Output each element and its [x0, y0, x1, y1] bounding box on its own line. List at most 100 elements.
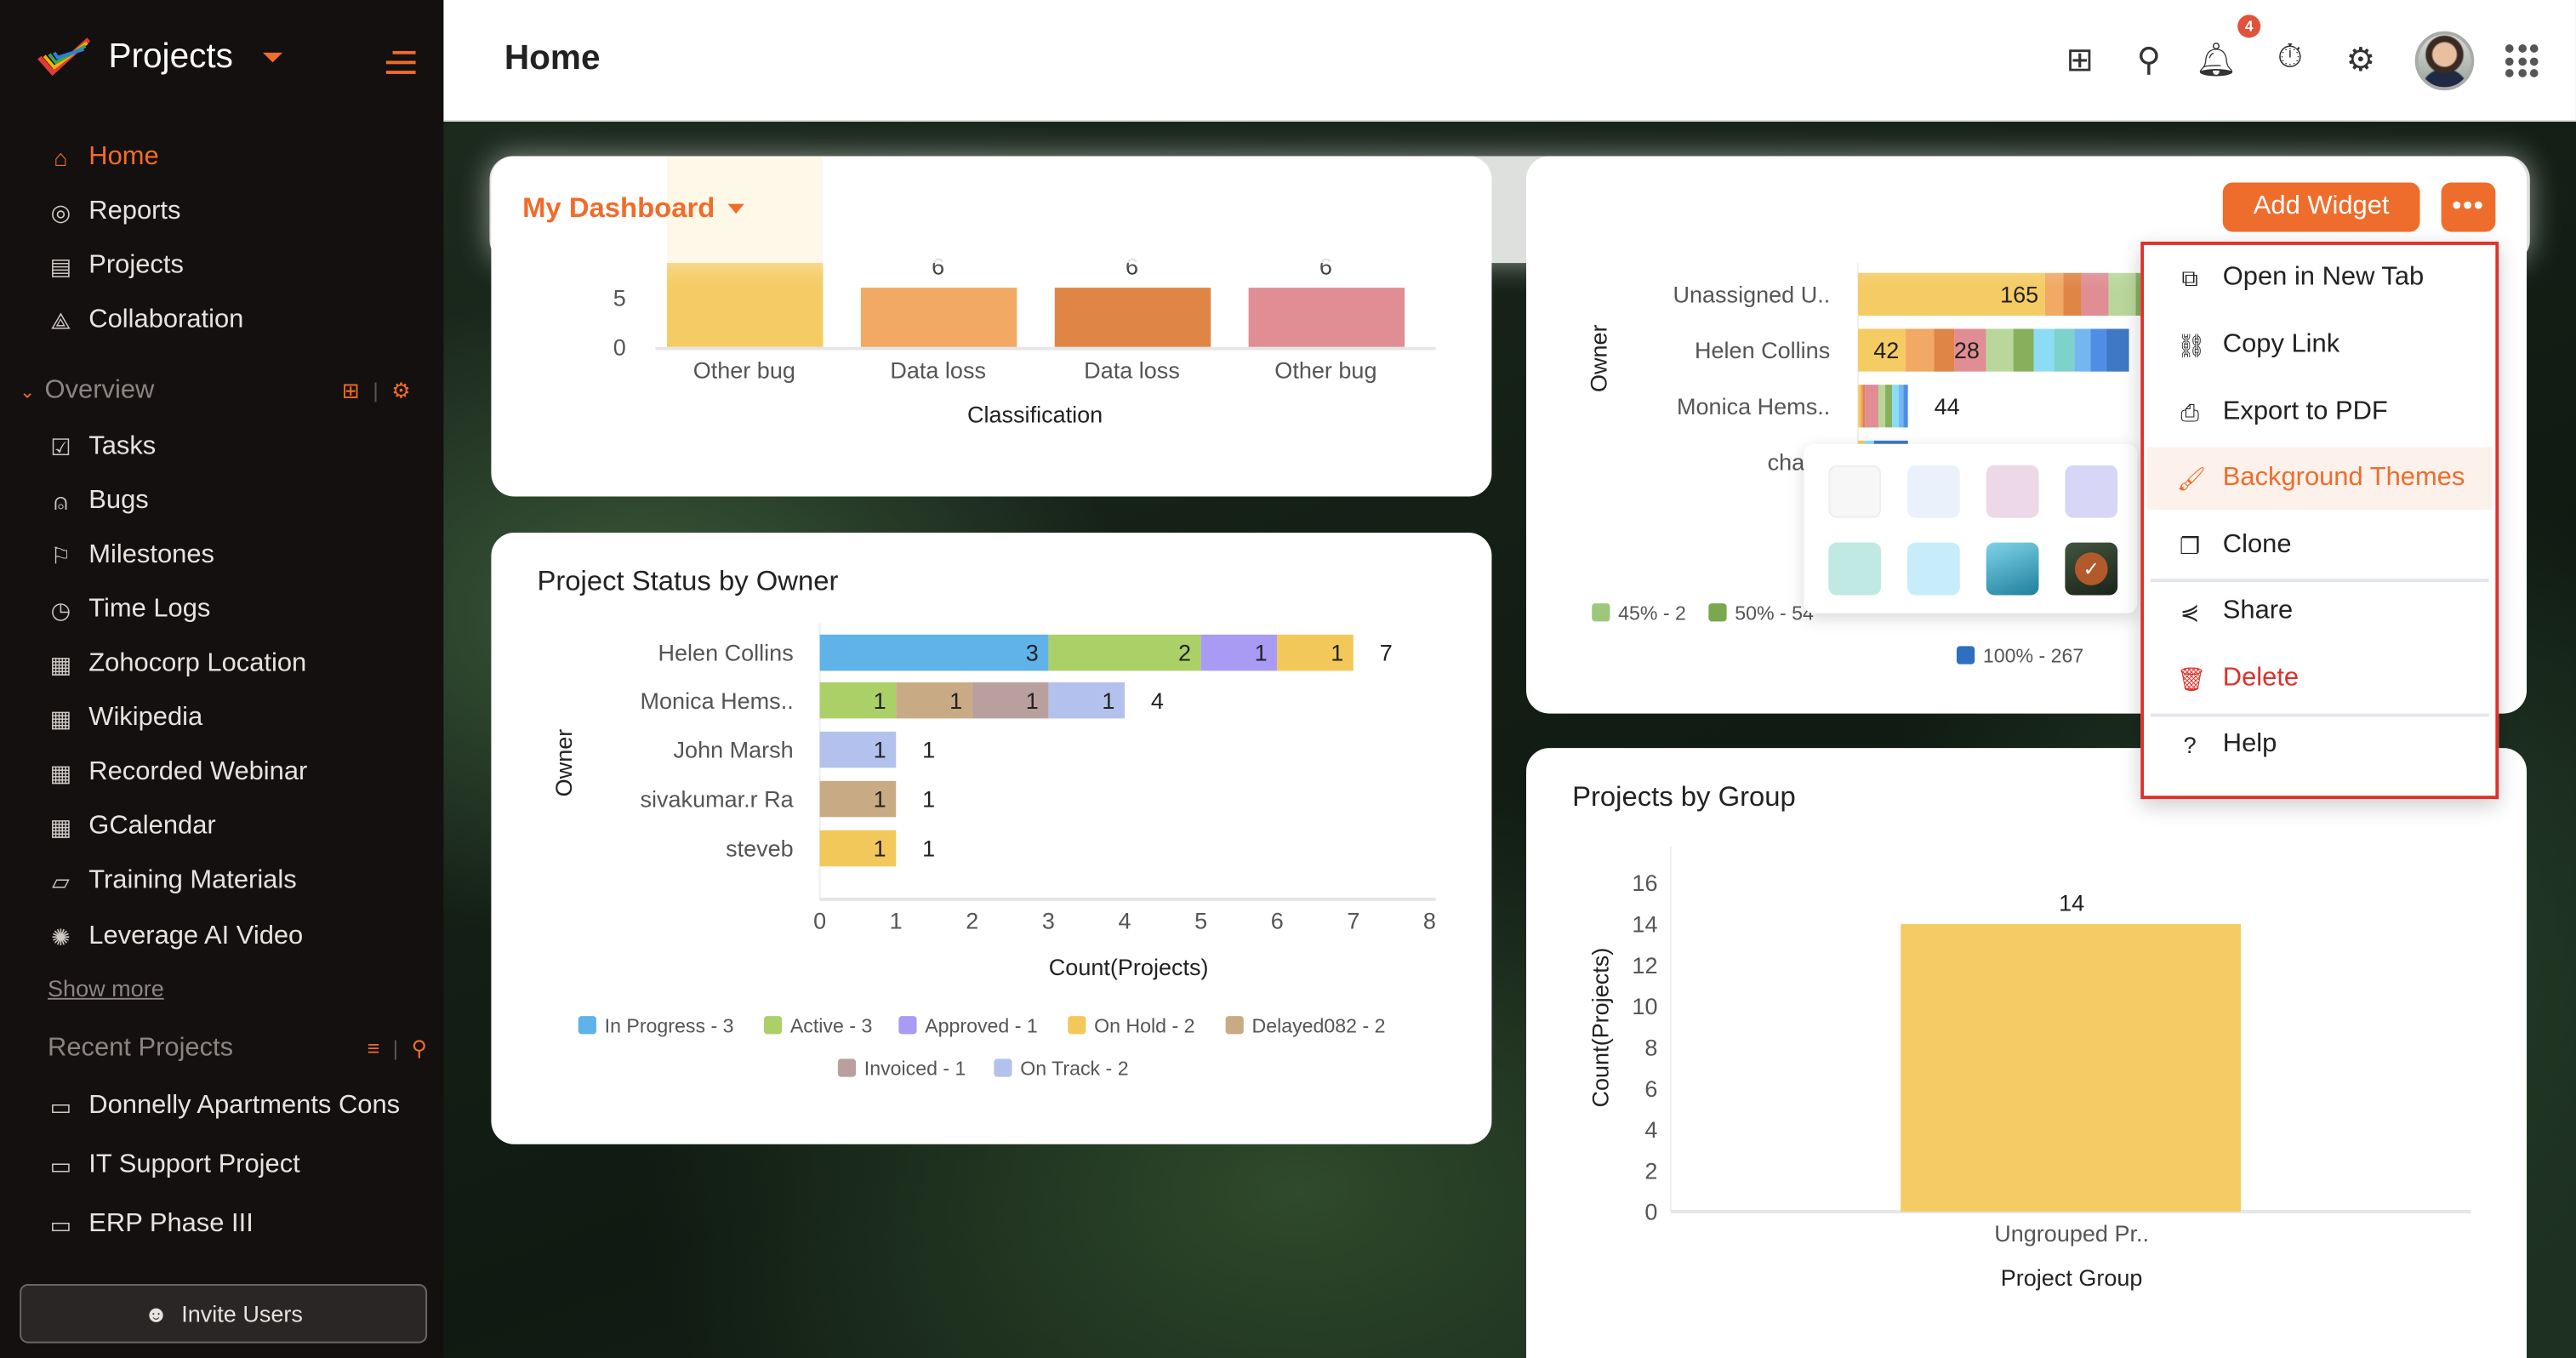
- app-switcher[interactable]: Projects: [36, 37, 282, 79]
- legend-label: Delayed082 - 2: [1251, 1014, 1385, 1036]
- theme-swatch[interactable]: [2065, 465, 2118, 518]
- sidebar-item-it-support-project[interactable]: ▭ IT Support Project: [46, 1146, 300, 1185]
- bar-segment: [2090, 328, 2106, 372]
- x-tick-label: 6: [1271, 909, 1284, 934]
- add-widget-button[interactable]: Add Widget: [2222, 182, 2420, 232]
- filter-icon[interactable]: ≡: [367, 1036, 380, 1061]
- book-icon: ▱: [52, 867, 70, 894]
- sidebar-item-milestones[interactable]: ⚐ Milestones: [46, 536, 214, 575]
- menu-item-delete[interactable]: 🗑︎ Delete: [2147, 648, 2493, 710]
- legend-swatch: [1956, 646, 1975, 665]
- y-tick-label: 12: [1632, 953, 1657, 979]
- sidebar-item-leverage-ai-video[interactable]: ✺ Leverage AI Video: [46, 917, 303, 956]
- y-tick-label: 2: [1644, 1158, 1657, 1184]
- bar: [1901, 923, 2242, 1212]
- sidebar-item-time-logs[interactable]: ◷ Time Logs: [46, 591, 211, 630]
- invite-users-button[interactable]: ☻ Invite Users: [20, 1284, 428, 1344]
- sidebar-item-training-materials[interactable]: ▱ Training Materials: [46, 861, 297, 900]
- legend-swatch: [837, 1058, 857, 1077]
- sidebar-item-donnelly-apartments-cons[interactable]: ▭ Donnelly Apartments Cons: [46, 1087, 400, 1126]
- menu-item-label: Share: [2222, 596, 2294, 625]
- total-label: 44: [1935, 394, 1960, 419]
- menu-item-clone[interactable]: ❐ Clone: [2147, 515, 2493, 577]
- theme-swatch[interactable]: ✓: [2065, 542, 2118, 596]
- sidebar-item-gcalendar[interactable]: ▦ GCalendar: [46, 807, 216, 847]
- bell-icon[interactable]: 🔔︎: [2195, 43, 2237, 79]
- theme-swatch[interactable]: [1828, 465, 1882, 518]
- data-label: 1: [949, 688, 962, 714]
- data-label: 1: [874, 836, 886, 862]
- theme-swatch[interactable]: [1907, 465, 1960, 518]
- theme-swatch[interactable]: [1986, 465, 2039, 518]
- add-icon[interactable]: ⊞: [341, 378, 360, 403]
- bar: [1248, 288, 1405, 347]
- bar-segment: [1048, 682, 1126, 719]
- y-tick-label: sivakumar.r Ra: [641, 787, 795, 813]
- apps-grid-icon[interactable]: [2505, 44, 2539, 77]
- store-icon: ▦: [49, 758, 72, 785]
- widget-title: Projects by Group: [1572, 780, 1796, 813]
- bar-segment: [819, 780, 897, 818]
- sidebar-item-projects[interactable]: ▤ Projects: [46, 247, 184, 286]
- x-tick-label: Data loss: [890, 357, 986, 383]
- dashboard-selector[interactable]: My Dashboard: [522, 192, 745, 225]
- recent-projects-header: Recent Projects ≡ | ⚲: [48, 1034, 428, 1063]
- legend-label: Invoiced - 1: [864, 1058, 966, 1080]
- sidebar-item-erp-phase-iii[interactable]: ▭ ERP Phase III: [46, 1205, 254, 1244]
- menu-item-help[interactable]: ? Help: [2147, 714, 2493, 776]
- sidebar-item-bugs[interactable]: ⍝ Bugs: [46, 482, 148, 521]
- settings-gear-icon[interactable]: ⚙: [2345, 43, 2376, 79]
- bar-segment: [2106, 328, 2129, 372]
- sidebar-item-label: Projects: [88, 251, 184, 280]
- legend-label: In Progress - 3: [605, 1014, 734, 1036]
- menu-item-open-in-new-tab[interactable]: ⧉ Open in New Tab: [2147, 247, 2493, 309]
- bar-segment: [819, 830, 897, 867]
- search-icon[interactable]: ⚲: [411, 1036, 428, 1061]
- sidebar-item-reports[interactable]: ◎ Reports: [46, 192, 181, 231]
- legend-swatch: [994, 1058, 1012, 1077]
- menu-divider: [2150, 579, 2489, 582]
- projects-icon: ▤: [49, 252, 72, 279]
- sidebar-item-tasks[interactable]: ☑ Tasks: [46, 427, 156, 466]
- sidebar-item-collaboration[interactable]: ⟁ Collaboration: [46, 301, 243, 340]
- menu-collapse-icon[interactable]: [385, 50, 416, 81]
- sidebar-item-home[interactable]: ⌂ Home: [46, 138, 158, 177]
- y-axis-title: Count(Projects): [1588, 948, 1614, 1108]
- bar-segment: [1878, 385, 1886, 428]
- top-header: Home ⊞ ⚲ 🔔︎ 4 ⏱︎ ⚙: [443, 0, 2576, 122]
- more-options-button[interactable]: •••: [2441, 182, 2496, 232]
- sidebar-item-label: Reports: [88, 197, 181, 225]
- gear-icon[interactable]: ⚙: [391, 378, 411, 403]
- share-icon: ⋞: [2180, 597, 2200, 625]
- overview-section-header[interactable]: ⌄ Overview ⊞ | ⚙: [20, 376, 411, 405]
- add-icon[interactable]: ⊞: [2066, 43, 2094, 79]
- theme-swatch[interactable]: [1986, 542, 2039, 596]
- user-avatar[interactable]: [2414, 31, 2475, 91]
- menu-item-copy-link[interactable]: ⛓ Copy Link: [2147, 314, 2493, 376]
- search-icon[interactable]: ⚲: [2136, 43, 2162, 79]
- menu-item-export-to-pdf[interactable]: ⎙ Export to PDF: [2147, 381, 2493, 443]
- bar: [1054, 288, 1211, 347]
- project-status-by-owner-widget: Project Status by Owner 0 1 2 3 4 5 6 7 8 Helen C…: [491, 533, 1492, 1144]
- page-title: Home: [504, 39, 601, 77]
- timer-icon[interactable]: ⏱︎: [2277, 39, 2304, 76]
- app-name: Projects: [108, 37, 233, 76]
- sidebar-item-wikipedia[interactable]: ▦ Wikipedia: [46, 699, 203, 738]
- show-more-link[interactable]: Show more: [48, 974, 164, 1001]
- sidebar-item-recorded-webinar[interactable]: ▦ Recorded Webinar: [46, 753, 308, 792]
- bar-segment: [972, 682, 1049, 719]
- bar-segment: [2054, 328, 2075, 372]
- data-label: 165: [2000, 282, 2038, 308]
- menu-item-label: Background Themes: [2222, 463, 2465, 492]
- theme-swatch[interactable]: [1828, 542, 1882, 596]
- dashboard-toolbar: My Dashboard Add Widget •••: [489, 156, 2530, 264]
- bar-segment: [2013, 328, 2034, 372]
- menu-item-background-themes[interactable]: 🖌︎ Background Themes: [2146, 447, 2493, 510]
- help-icon: ?: [2183, 731, 2197, 758]
- theme-swatch[interactable]: [1907, 542, 1960, 596]
- legend-swatch: [1708, 603, 1727, 622]
- sidebar-item-zohocorp-location[interactable]: ▦ Zohocorp Location: [46, 644, 307, 683]
- menu-item-share[interactable]: ⋞ Share: [2147, 580, 2493, 642]
- legend-label: On Track - 2: [1020, 1058, 1128, 1080]
- widget-title: Project Status by Owner: [537, 565, 839, 597]
